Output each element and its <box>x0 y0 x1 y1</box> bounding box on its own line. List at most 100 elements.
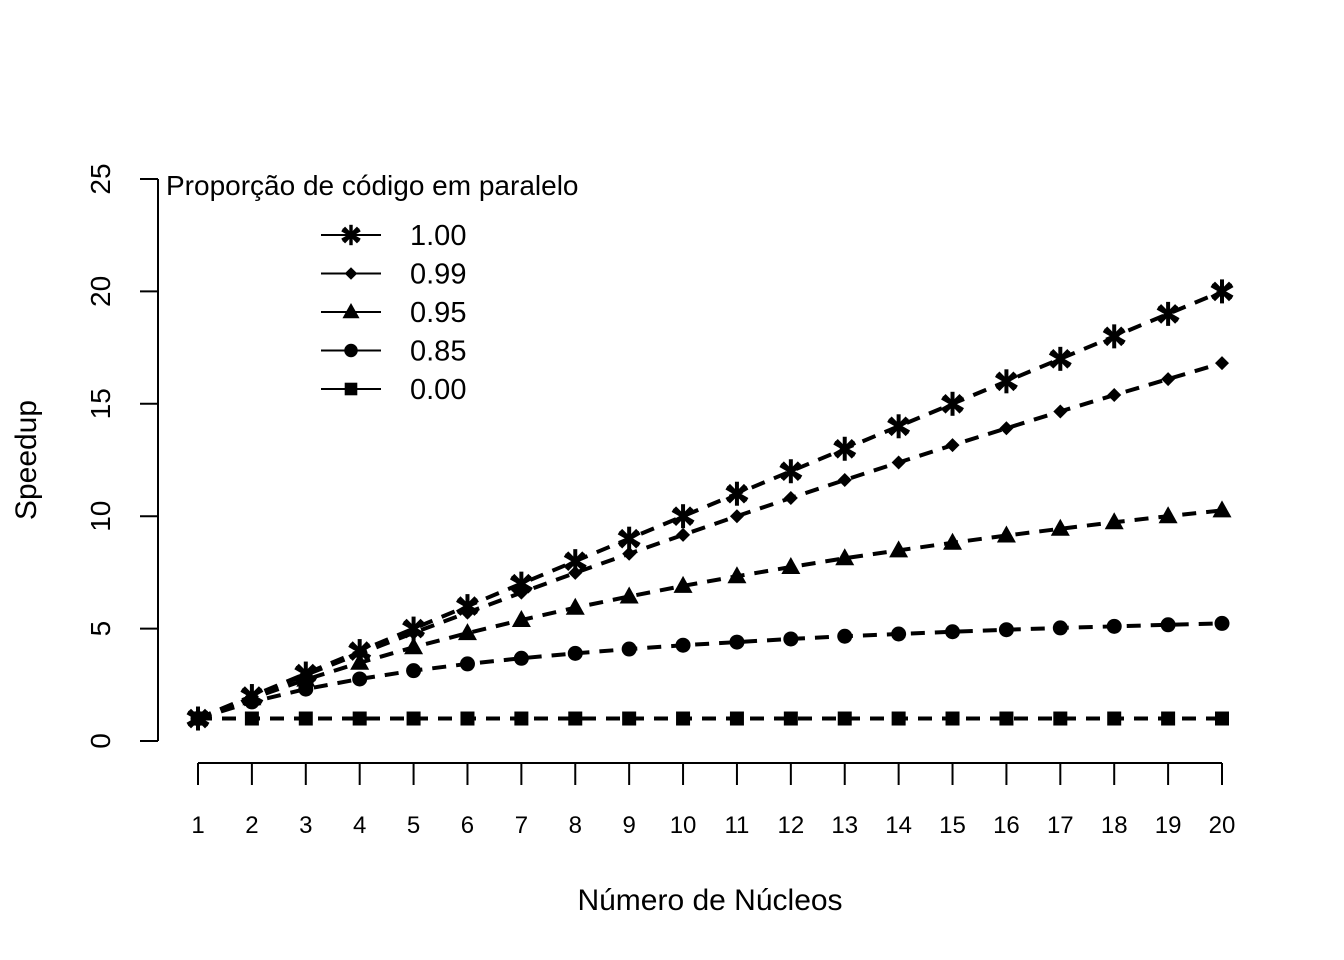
data-point-0.85 <box>621 641 637 657</box>
data-point-0.00-shape <box>622 711 637 726</box>
legend-label: 0.99 <box>410 259 466 291</box>
y-tick-label: 15 <box>85 388 116 419</box>
data-point-0.85-shape <box>837 628 853 644</box>
data-point-0.85-shape <box>783 631 799 647</box>
data-point-0.95 <box>296 669 316 687</box>
x-tick-label: 20 <box>1209 812 1236 839</box>
data-point-0.95 <box>889 540 909 558</box>
data-point-0.85-shape <box>945 624 961 640</box>
data-point-0.99 <box>729 509 744 524</box>
data-point-0.00-shape <box>783 711 798 726</box>
data-point-0.00 <box>999 711 1014 726</box>
data-point-1.00-stroke <box>565 551 586 571</box>
data-point-0.95-shape <box>1050 518 1070 536</box>
data-point-1.00-stroke <box>1212 281 1232 302</box>
legend-item: 0.00 <box>321 374 466 406</box>
data-point-0.95-shape <box>404 637 424 655</box>
data-point-1.00-stroke <box>673 506 693 527</box>
legend-label: 1.00 <box>410 220 466 252</box>
data-point-0.00-shape <box>999 711 1014 726</box>
legend: Proporção de código em paralelo 1.00 0.99… <box>166 170 578 406</box>
data-point-0.95 <box>350 652 370 670</box>
data-point-0.95-shape <box>889 540 909 558</box>
legend-marker-square <box>344 382 358 396</box>
data-point-0.00 <box>1107 711 1122 726</box>
y-axis: 0 5 10 15 20 25 <box>85 163 159 749</box>
y-tick-label: 0 <box>85 733 116 749</box>
data-point-0.85-shape <box>998 622 1014 638</box>
data-point-0.99-shape <box>568 565 583 580</box>
data-point-0.85 <box>1106 618 1122 634</box>
data-point-0.85 <box>352 671 368 687</box>
x-tick-label: 16 <box>993 812 1020 839</box>
data-point-0.95 <box>1212 500 1232 518</box>
data-point-0.95 <box>619 586 639 604</box>
data-point-1.00-stroke <box>619 528 639 549</box>
y-tick-label: 20 <box>85 276 116 307</box>
data-point-0.99 <box>837 473 852 488</box>
series-line-0.95 <box>197 508 1223 721</box>
data-point-0.00 <box>406 711 421 726</box>
data-point-0.95 <box>511 610 531 628</box>
data-point-0.00 <box>514 711 529 726</box>
data-point-0.99-shape <box>783 490 798 505</box>
series-line-0.99 <box>197 361 1223 721</box>
data-point-0.00 <box>244 711 259 726</box>
x-tick-label: 1 <box>191 812 204 839</box>
data-point-0.00-shape <box>1215 711 1229 726</box>
data-point-0.99-shape <box>1107 388 1122 403</box>
data-point-0.85-shape <box>244 694 260 710</box>
data-point-1.00-stroke <box>727 483 747 504</box>
data-point-0.95-shape <box>565 597 585 615</box>
data-point-1.00 <box>779 459 803 484</box>
x-tick-label: 13 <box>831 812 858 839</box>
data-point-1.00-stroke <box>1104 326 1125 347</box>
legend-label: 0.85 <box>410 336 466 368</box>
data-point-0.95 <box>996 525 1016 543</box>
data-point-0.85 <box>1160 617 1176 633</box>
x-tick-label: 19 <box>1155 812 1182 839</box>
data-point-1.00 <box>887 414 911 439</box>
data-point-0.85-shape <box>406 663 422 679</box>
data-point-0.85 <box>1214 615 1230 631</box>
data-point-0.99-shape <box>1215 356 1229 371</box>
data-point-0.00-shape <box>729 711 744 726</box>
series-points <box>186 279 1234 731</box>
data-point-0.95-shape <box>781 557 801 575</box>
data-point-0.00 <box>191 711 205 726</box>
data-point-0.95 <box>565 597 585 615</box>
legend-marker-circle <box>344 343 358 358</box>
data-point-0.95-shape <box>1212 500 1232 518</box>
x-axis: 1 2 3 4 5 6 7 8 9 10 11 12 13 14 15 16 17 18 19 20 <box>191 762 1236 839</box>
data-point-0.95 <box>727 566 747 584</box>
data-point-0.00-shape <box>298 711 313 726</box>
data-point-0.00 <box>460 711 475 726</box>
data-point-0.00-shape <box>837 711 852 726</box>
data-point-0.99-shape <box>676 527 691 542</box>
data-point-0.95 <box>943 532 963 550</box>
legend-item: 0.95 <box>321 297 466 329</box>
data-point-0.95 <box>457 623 477 641</box>
data-point-0.85 <box>244 694 260 710</box>
legend-item: 0.85 <box>321 336 466 368</box>
data-point-1.00-stroke <box>834 438 855 459</box>
data-point-0.95-shape <box>673 575 693 593</box>
data-point-0.95-shape <box>457 623 477 641</box>
legend-marker-triangle <box>342 303 360 319</box>
data-point-0.00-shape <box>1107 711 1122 726</box>
data-point-1.00-stroke <box>1050 349 1071 369</box>
data-point-0.85 <box>459 656 475 672</box>
data-point-0.95 <box>1158 506 1178 524</box>
data-point-0.00 <box>837 711 852 726</box>
legend-label: 0.95 <box>410 297 466 329</box>
data-point-0.99 <box>783 490 798 505</box>
data-point-0.00 <box>729 711 744 726</box>
data-point-0.95 <box>835 548 855 566</box>
data-point-0.99 <box>1107 388 1122 403</box>
data-point-1.00 <box>1210 279 1234 304</box>
data-point-0.95-shape <box>619 586 639 604</box>
data-point-1.00-stroke <box>781 461 801 482</box>
x-tick-label: 2 <box>245 812 258 839</box>
data-point-1.00 <box>1102 324 1126 349</box>
